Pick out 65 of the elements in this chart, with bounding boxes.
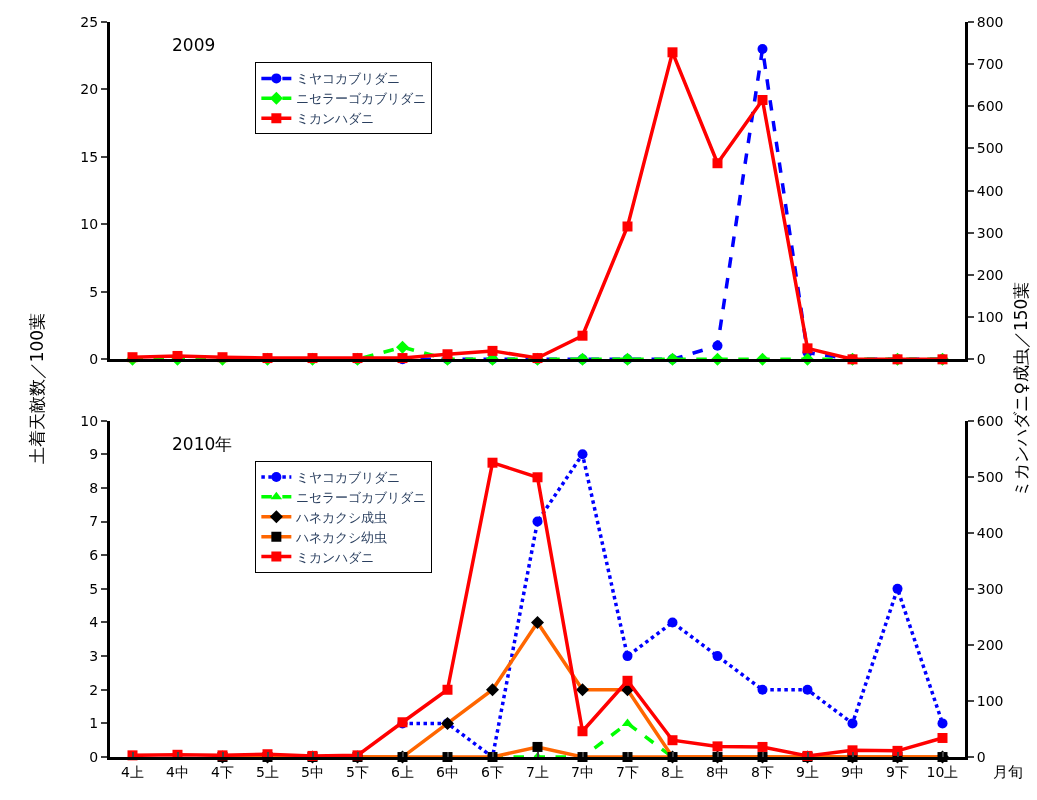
y2-tick-label: 0 (976, 351, 986, 368)
y2-tick-label: 300 (976, 224, 1004, 241)
x-tick-label: 5中 (301, 763, 324, 780)
y2-tick-label: 200 (976, 266, 1004, 283)
y-tick-label: 10 (80, 412, 99, 429)
x-tick-label: 7下 (616, 763, 639, 780)
x-tick-label: 7上 (526, 763, 549, 780)
y-tick-label: 7 (89, 513, 99, 530)
y-tick-label: 1 (89, 715, 99, 732)
x-tick-label: 8中 (706, 763, 729, 780)
y-tick-label: 6 (89, 547, 99, 564)
text: 2009 (172, 35, 216, 55)
legend-label: ハネカクシ幼虫 (295, 529, 388, 545)
y-tick-label: 3 (89, 648, 99, 665)
y2-tick-label: 600 (976, 98, 1004, 115)
y2-tick-label: 500 (976, 468, 1004, 485)
x-tick-label: 9上 (796, 763, 819, 780)
y2-tick-label: 100 (976, 309, 1004, 326)
y-tick-label: 25 (80, 13, 99, 30)
x-tick-label: 4下 (211, 763, 234, 780)
legend-label: ミヤコカブリダニ (296, 470, 401, 486)
y-axis-title: 土着天敵数／100葉 (27, 312, 48, 465)
y-tick-label: 15 (80, 148, 99, 165)
x-tick-label: 6中 (436, 763, 459, 780)
y2-tick-label: 700 (976, 56, 1004, 73)
x-tick-label: 7中 (571, 763, 594, 780)
x-tick-label: 8下 (751, 763, 774, 780)
y2-tick-label: 500 (976, 140, 1004, 157)
y2-axis-title: ミカンハダニ♀成虫／150葉 (1010, 281, 1031, 497)
text: 2010年 (172, 434, 233, 454)
y-tick-label: 4 (89, 614, 99, 631)
x-tick-label: 5上 (256, 763, 279, 780)
y2-tick-label: 200 (976, 636, 1004, 653)
legend-label: ミヤコカブリダニ (296, 71, 401, 87)
y-tick-label: 5 (89, 580, 99, 597)
y2-tick-label: 100 (976, 692, 1004, 709)
y2-tick-label: 600 (976, 412, 1004, 429)
legend-label: ニセラーゴカブリダニ (296, 91, 427, 107)
y-tick-label: 0 (89, 351, 99, 368)
y-tick-label: 20 (80, 81, 99, 98)
x-tick-label: 6上 (391, 763, 414, 780)
y-tick-label: 2 (89, 681, 99, 698)
y2-tick-label: 400 (976, 182, 1004, 199)
y2-tick-label: 300 (976, 580, 1004, 597)
legend-label: ミカンハダニ (296, 549, 375, 565)
y-tick-label: 9 (89, 446, 99, 463)
legend-label: ニセラーゴカブリダニ (296, 489, 427, 505)
y-tick-label: 10 (80, 216, 99, 233)
x-tick-label: 10上 (926, 763, 959, 780)
y-tick-label: 5 (89, 283, 99, 300)
x-tick-label: 4中 (166, 763, 189, 780)
y2-tick-label: 0 (976, 748, 986, 765)
legend-label: ハネカクシ成虫 (295, 509, 388, 525)
x-tick-label: 8上 (661, 763, 684, 780)
x-tick-label: 9中 (841, 763, 864, 780)
x-tick-label: 6下 (481, 763, 504, 780)
y2-tick-label: 800 (976, 13, 1004, 30)
x-tick-label: 4上 (121, 763, 144, 780)
y-tick-label: 8 (89, 479, 99, 496)
y-tick-label: 0 (89, 748, 99, 765)
y2-tick-label: 400 (976, 524, 1004, 541)
legend-label: ミカンハダニ (296, 111, 375, 127)
x-tick-label: 5下 (346, 763, 369, 780)
x-tick-label: 9下 (886, 763, 909, 780)
x-axis-title: 月旬 (993, 763, 1023, 781)
